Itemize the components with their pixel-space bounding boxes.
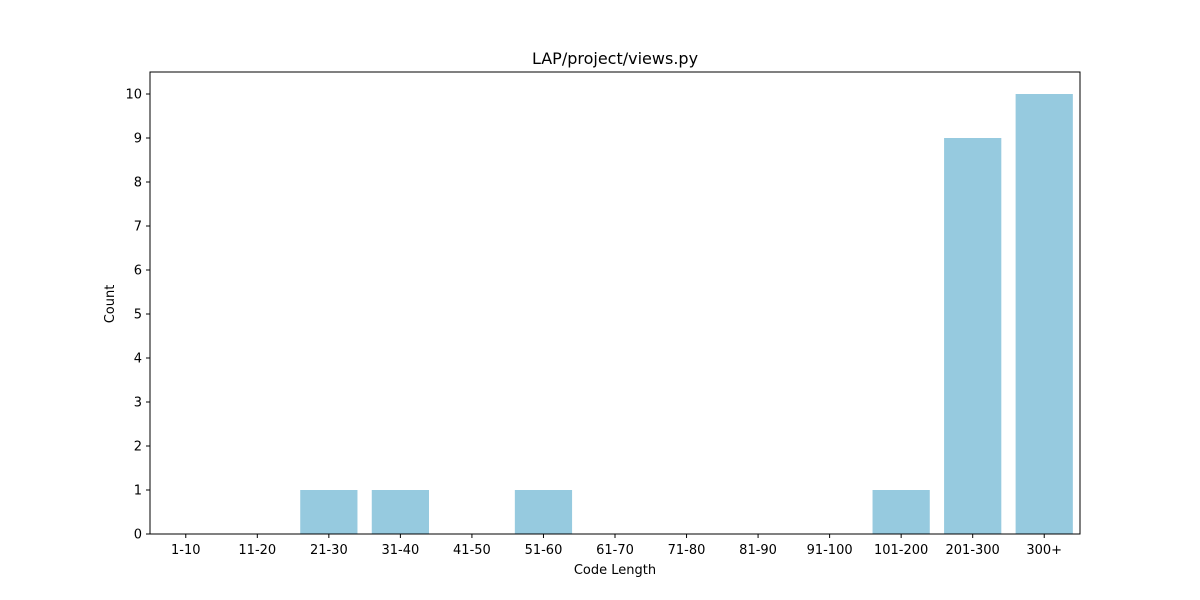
x-tick-label: 11-20 xyxy=(238,543,276,558)
y-tick-label: 4 xyxy=(134,352,142,367)
chart-title: LAP/project/views.py xyxy=(532,49,698,68)
bar-201-300 xyxy=(944,138,1002,534)
x-tick-label: 41-50 xyxy=(453,543,491,558)
bars-group xyxy=(300,94,1073,534)
y-axis-label: Count xyxy=(103,285,118,324)
y-tick-label: 9 xyxy=(134,132,142,147)
y-tick-label: 3 xyxy=(134,396,142,411)
bar-101-200 xyxy=(872,490,930,534)
y-tick-label: 6 xyxy=(134,264,142,279)
x-axis-label: Code Length xyxy=(574,563,656,578)
x-tick-label: 201-300 xyxy=(946,543,1000,558)
x-tick-label: 21-30 xyxy=(310,543,348,558)
bar-21-30 xyxy=(300,490,358,534)
y-tick-label: 1 xyxy=(134,484,142,499)
bar-31-40 xyxy=(371,490,429,534)
x-tick-label: 1-10 xyxy=(171,543,201,558)
x-tick-label: 31-40 xyxy=(381,543,419,558)
x-tick-label: 91-100 xyxy=(807,543,853,558)
y-tick-label: 7 xyxy=(134,220,142,235)
y-tick-label: 0 xyxy=(134,528,142,543)
y-tick-label: 8 xyxy=(134,176,142,191)
bar-51-60 xyxy=(514,490,573,534)
x-tick-label: 101-200 xyxy=(874,543,928,558)
y-axis: 0 1 2 3 4 5 6 7 8 9 10 xyxy=(125,88,150,543)
x-tick-label: 61-70 xyxy=(596,543,634,558)
x-tick-label: 51-60 xyxy=(525,543,563,558)
plot-frame xyxy=(149,71,1081,535)
x-tick-label: 71-80 xyxy=(668,543,706,558)
x-tick-label: 81-90 xyxy=(739,543,777,558)
x-axis: 1-10 11-20 21-30 31-40 41-50 51-60 61-70 71-80 8… xyxy=(171,534,1062,558)
x-tick-label: 300+ xyxy=(1026,543,1062,558)
bar-300+ xyxy=(1015,94,1073,534)
y-tick-label: 2 xyxy=(134,440,142,455)
y-tick-label: 10 xyxy=(125,88,142,103)
y-tick-label: 5 xyxy=(134,308,142,323)
